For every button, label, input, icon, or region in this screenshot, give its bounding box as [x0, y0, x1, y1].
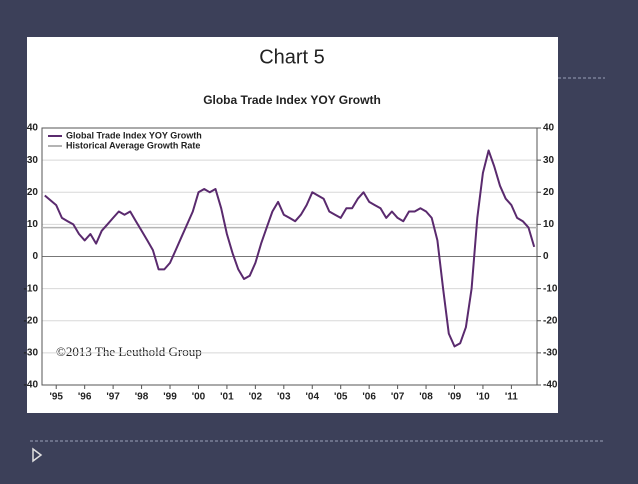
y2-tick-label: -10 — [543, 283, 558, 294]
y2-tick-label: 30 — [543, 155, 555, 166]
y2-tick-label: -20 — [543, 315, 558, 326]
x-tick-label: '96 — [78, 392, 92, 403]
chart-panel — [27, 37, 558, 413]
y2-tick-label: -40 — [543, 380, 558, 391]
y-tick-label: -10 — [24, 283, 39, 294]
legend-label: Historical Average Growth Rate — [66, 140, 200, 150]
x-tick-label: '05 — [334, 392, 348, 403]
y-tick-label: -30 — [24, 348, 39, 359]
y-tick-label: 20 — [27, 187, 39, 198]
x-tick-label: '98 — [135, 392, 149, 403]
x-tick-label: '04 — [306, 392, 320, 403]
x-tick-label: '01 — [220, 392, 234, 403]
x-tick-label: '09 — [448, 392, 462, 403]
x-tick-label: '03 — [277, 392, 291, 403]
x-tick-label: '08 — [419, 392, 433, 403]
x-tick-label: '00 — [192, 392, 206, 403]
chart-subtitle: Globa Trade Index YOY Growth — [203, 93, 381, 107]
slide-bullet-icon — [32, 447, 43, 463]
legend-label: Global Trade Index YOY Growth — [66, 130, 202, 140]
x-tick-label: '95 — [49, 392, 63, 403]
y2-tick-label: 20 — [543, 187, 555, 198]
x-tick-label: '99 — [163, 392, 177, 403]
annotation: ©2013 The Leuthold Group — [56, 344, 202, 359]
x-tick-label: '10 — [476, 392, 490, 403]
x-tick-label: '06 — [362, 392, 376, 403]
y-tick-label: 30 — [27, 155, 39, 166]
series-line — [44, 149, 536, 348]
y2-tick-label: 10 — [543, 219, 555, 230]
y-tick-label: 0 — [32, 251, 38, 262]
y-tick-label: 10 — [27, 219, 39, 230]
y2-tick-label: -30 — [543, 348, 558, 359]
y-tick-label: -20 — [24, 315, 39, 326]
y2-tick-label: 0 — [543, 251, 549, 262]
y-tick-label: -40 — [24, 380, 39, 391]
plot-frame — [41, 127, 538, 386]
y2-tick-label: 40 — [543, 123, 555, 134]
y-tick-label: 40 — [27, 123, 39, 134]
x-tick-label: '02 — [249, 392, 263, 403]
chart-title: Chart 5 — [259, 46, 325, 68]
x-tick-label: '97 — [106, 392, 120, 403]
x-tick-label: '11 — [505, 392, 518, 403]
x-tick-label: '07 — [391, 392, 405, 403]
